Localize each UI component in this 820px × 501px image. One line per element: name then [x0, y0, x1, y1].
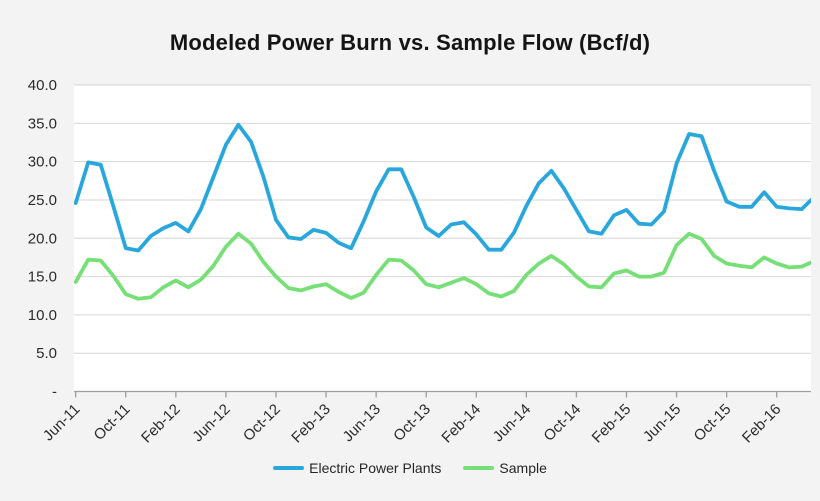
x-tick-label: Feb-14 [438, 401, 484, 447]
x-tick-label: Oct-11 [91, 401, 134, 444]
x-tick-label: Jun-12 [189, 401, 233, 445]
legend: Electric Power Plants Sample [0, 460, 820, 476]
x-tick-label: Jun-13 [340, 401, 384, 445]
x-tick-label: Oct-12 [240, 401, 284, 445]
legend-label: Electric Power Plants [309, 460, 442, 476]
x-axis-labels: Jun-11 Oct-11 Feb-12 Jun-12 Oct-12 Feb-13 Jun-… [40, 401, 785, 447]
gridlines [74, 84, 811, 354]
y-tick-label: 20.0 [28, 230, 57, 247]
y-tick-label: 15.0 [28, 269, 57, 286]
x-tick-label: Jun-15 [640, 401, 684, 445]
y-tick-label: 40.0 [28, 77, 57, 94]
y-tick-label: 5.0 [36, 345, 57, 362]
y-axis-labels: 40.0 35.0 30.0 25.0 20.0 15.0 10.0 5.0 - [28, 77, 57, 401]
series-line-electric-power-plants [74, 122, 811, 253]
x-tick-label: Oct-13 [390, 401, 434, 445]
x-tick-label: Oct-15 [691, 401, 735, 445]
x-tick-label: Feb-16 [739, 401, 785, 447]
x-axis [74, 390, 811, 398]
legend-item-electric-power-plants: Electric Power Plants [273, 460, 441, 476]
legend-line-icon [273, 466, 305, 470]
x-tick-label: Jun-14 [490, 401, 534, 445]
y-tick-label: 10.0 [28, 307, 57, 324]
x-tick-label: Feb-12 [138, 401, 184, 447]
legend-line-icon [463, 466, 495, 470]
y-tick-label: 35.0 [28, 115, 57, 132]
y-tick-label: 30.0 [28, 154, 57, 171]
x-tick-label: Feb-15 [589, 401, 635, 447]
y-tick-label: - [52, 384, 57, 401]
x-tick-label: Feb-13 [288, 401, 334, 447]
x-tick-label: Oct-14 [540, 401, 584, 445]
y-tick-label: 25.0 [28, 192, 57, 209]
legend-item-sample: Sample [463, 460, 547, 476]
chart-title: Modeled Power Burn vs. Sample Flow (Bcf/… [169, 30, 651, 55]
series-line-sample [74, 231, 811, 301]
legend-label: Sample [499, 460, 547, 476]
x-tick-label: Jun-11 [40, 401, 84, 445]
